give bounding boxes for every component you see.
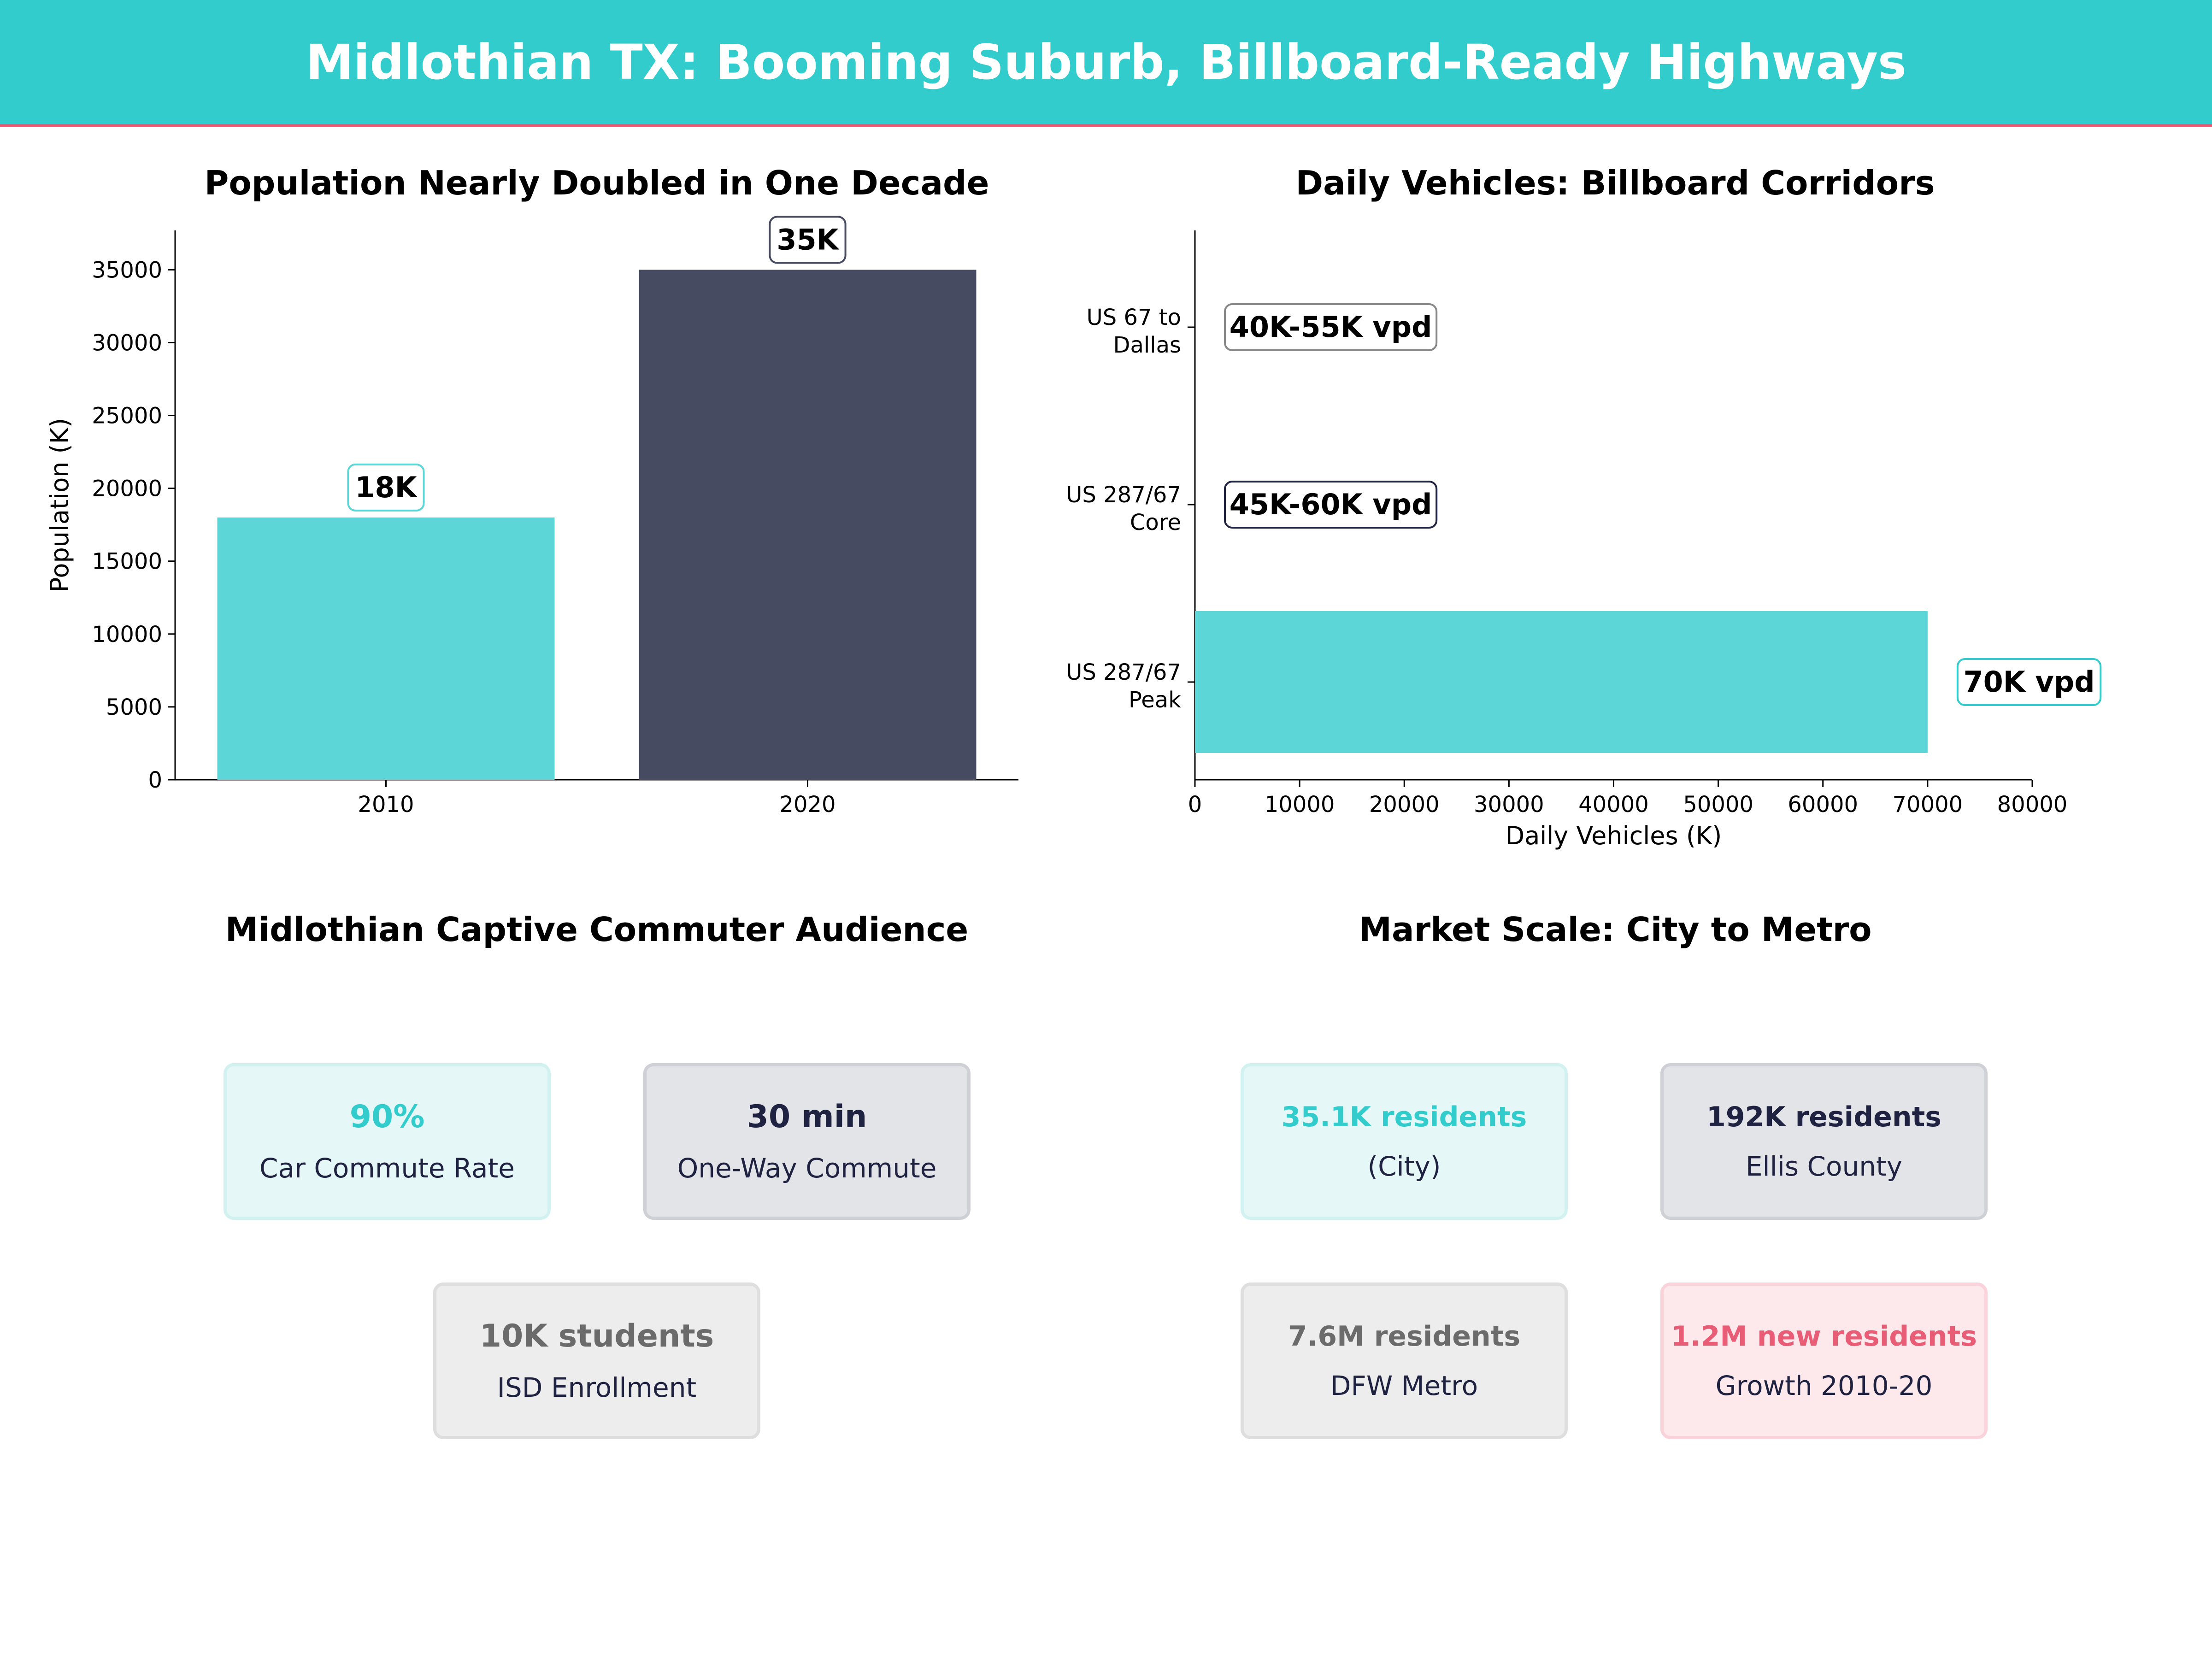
y-tick-label: 0 <box>148 767 162 793</box>
car-commute-label: Car Commute Rate <box>259 1153 515 1184</box>
metro-residents-label: DFW Metro <box>1330 1370 1478 1401</box>
x-tick-label: 2020 <box>779 792 835 818</box>
y-tick-label: 30000 <box>92 330 162 356</box>
data-label: 18K <box>355 471 418 504</box>
y-tick-label: Core <box>1130 510 1181 535</box>
x-tick-label: 30000 <box>1474 792 1544 818</box>
data-label-box <box>1224 481 1438 529</box>
data-label-box <box>347 463 425 512</box>
data-label: 45K-60K vpd <box>1230 488 1432 521</box>
data-label-box <box>1224 303 1438 351</box>
y-axis-label: Population (K) <box>45 418 74 592</box>
growth-residents-label: Growth 2010-20 <box>1715 1370 1933 1401</box>
y-tick-label: 20000 <box>92 476 162 502</box>
county-residents-card: 192K residents Ellis County <box>1660 1063 1988 1220</box>
county-residents-label: Ellis County <box>1745 1151 1903 1182</box>
commute-time-label: One-Way Commute <box>677 1153 937 1184</box>
y-tick-label: 5000 <box>106 694 162 720</box>
y-tick-label: Peak <box>1129 687 1181 713</box>
x-tick-label: 60000 <box>1788 792 1858 818</box>
y-tick-label: 15000 <box>92 549 162 575</box>
header-banner: Midlothian TX: Booming Suburb, Billboard… <box>0 0 2212 127</box>
y-tick-label: 35000 <box>92 257 162 283</box>
x-tick-label: 10000 <box>1265 792 1335 818</box>
growth-residents-card: 1.2M new residents Growth 2010-20 <box>1660 1282 1988 1439</box>
x-tick-label: 2010 <box>358 792 414 818</box>
car-commute-card: 90% Car Commute Rate <box>224 1063 551 1220</box>
y-tick-label: US 287/67 <box>1066 659 1181 685</box>
metro-residents-card: 7.6M residents DFW Metro <box>1241 1282 1568 1439</box>
city-residents-card: 35.1K residents (City) <box>1241 1063 1568 1220</box>
data-label-box <box>1956 658 2102 706</box>
population-chart-title: Population Nearly Doubled in One Decade <box>204 164 989 202</box>
y-tick-label: US 67 to <box>1087 305 1181 330</box>
x-tick-label: 40000 <box>1578 792 1649 818</box>
data-label-box <box>769 216 847 264</box>
isd-enrollment-label: ISD Enrollment <box>497 1372 697 1403</box>
bar-2020 <box>639 270 977 780</box>
market-panel-title: Market Scale: City to Metro <box>1359 910 1872 949</box>
city-residents-value: 35.1K residents <box>1281 1101 1527 1133</box>
page-title: Midlothian TX: Booming Suburb, Billboard… <box>306 34 1906 90</box>
x-tick-label: 80000 <box>1997 792 2068 818</box>
vehicles-chart-title: Daily Vehicles: Billboard Corridors <box>1295 164 1935 202</box>
commute-time-value: 30 min <box>747 1099 867 1135</box>
y-tick-label: 10000 <box>92 622 162 647</box>
y-tick-label: US 287/67 <box>1066 482 1181 508</box>
isd-enrollment-card: 10K students ISD Enrollment <box>433 1282 760 1439</box>
city-residents-label: (City) <box>1367 1151 1441 1182</box>
x-axis-label: Daily Vehicles (K) <box>1506 821 1722 850</box>
metro-residents-value: 7.6M residents <box>1288 1320 1521 1353</box>
y-tick-label: Dallas <box>1113 332 1181 358</box>
car-commute-value: 90% <box>349 1099 425 1135</box>
bar-2010 <box>217 517 555 780</box>
x-tick-label: 70000 <box>1893 792 1963 818</box>
isd-enrollment-value: 10K students <box>479 1318 714 1354</box>
y-tick-label: 25000 <box>92 403 162 429</box>
audience-panel-title: Midlothian Captive Commuter Audience <box>225 910 969 949</box>
data-label: 70K vpd <box>1964 665 2095 699</box>
x-tick-label: 50000 <box>1683 792 1753 818</box>
county-residents-value: 192K residents <box>1706 1101 1941 1133</box>
data-label: 40K-55K vpd <box>1230 310 1432 344</box>
commute-time-card: 30 min One-Way Commute <box>643 1063 971 1220</box>
x-tick-label: 20000 <box>1369 792 1440 818</box>
x-tick-label: 0 <box>1188 792 1202 818</box>
bar-us-287-67-peak <box>1195 611 1928 753</box>
growth-residents-value: 1.2M new residents <box>1671 1320 1977 1353</box>
data-label: 35K <box>777 223 839 256</box>
